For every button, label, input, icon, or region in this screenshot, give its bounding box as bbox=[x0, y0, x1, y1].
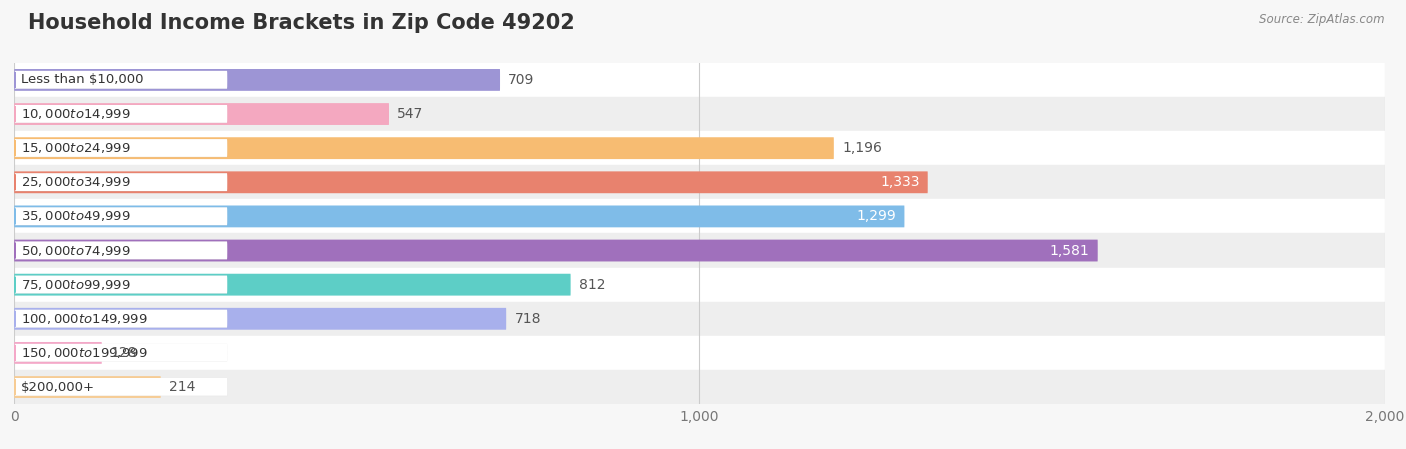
FancyBboxPatch shape bbox=[14, 172, 928, 193]
Text: $15,000 to $24,999: $15,000 to $24,999 bbox=[21, 141, 131, 155]
FancyBboxPatch shape bbox=[14, 240, 1098, 261]
FancyBboxPatch shape bbox=[14, 71, 228, 89]
FancyBboxPatch shape bbox=[14, 105, 228, 123]
Text: $25,000 to $34,999: $25,000 to $34,999 bbox=[21, 175, 131, 189]
FancyBboxPatch shape bbox=[14, 310, 228, 327]
FancyBboxPatch shape bbox=[14, 344, 228, 362]
FancyBboxPatch shape bbox=[14, 378, 228, 396]
Bar bbox=[14, 131, 1385, 165]
FancyBboxPatch shape bbox=[14, 242, 228, 260]
Bar bbox=[14, 233, 1385, 268]
FancyBboxPatch shape bbox=[14, 139, 228, 157]
FancyBboxPatch shape bbox=[14, 173, 228, 191]
FancyBboxPatch shape bbox=[14, 342, 101, 364]
Text: 1,299: 1,299 bbox=[856, 209, 896, 224]
Text: 1,333: 1,333 bbox=[880, 175, 920, 189]
FancyBboxPatch shape bbox=[14, 103, 389, 125]
FancyBboxPatch shape bbox=[14, 207, 228, 225]
Bar bbox=[14, 165, 1385, 199]
Text: 547: 547 bbox=[398, 107, 423, 121]
Bar bbox=[14, 336, 1385, 370]
Text: Household Income Brackets in Zip Code 49202: Household Income Brackets in Zip Code 49… bbox=[28, 13, 575, 34]
Text: 709: 709 bbox=[508, 73, 534, 87]
Bar bbox=[14, 268, 1385, 302]
Bar bbox=[14, 302, 1385, 336]
Text: 128: 128 bbox=[110, 346, 136, 360]
Bar bbox=[14, 63, 1385, 97]
FancyBboxPatch shape bbox=[14, 310, 228, 328]
Text: 718: 718 bbox=[515, 312, 541, 326]
FancyBboxPatch shape bbox=[14, 378, 228, 396]
FancyBboxPatch shape bbox=[14, 308, 506, 330]
Text: $75,000 to $99,999: $75,000 to $99,999 bbox=[21, 277, 131, 292]
Text: $100,000 to $149,999: $100,000 to $149,999 bbox=[21, 312, 148, 326]
FancyBboxPatch shape bbox=[14, 276, 228, 294]
FancyBboxPatch shape bbox=[14, 139, 228, 157]
FancyBboxPatch shape bbox=[14, 242, 228, 259]
FancyBboxPatch shape bbox=[14, 71, 228, 88]
FancyBboxPatch shape bbox=[14, 69, 501, 91]
Bar bbox=[14, 97, 1385, 131]
Text: 1,581: 1,581 bbox=[1050, 243, 1090, 258]
Bar bbox=[14, 199, 1385, 233]
FancyBboxPatch shape bbox=[14, 137, 834, 159]
Text: Less than $10,000: Less than $10,000 bbox=[21, 74, 143, 86]
Text: 1,196: 1,196 bbox=[842, 141, 882, 155]
FancyBboxPatch shape bbox=[14, 274, 571, 295]
Bar bbox=[14, 370, 1385, 404]
Text: $150,000 to $199,999: $150,000 to $199,999 bbox=[21, 346, 148, 360]
FancyBboxPatch shape bbox=[14, 173, 228, 191]
FancyBboxPatch shape bbox=[14, 206, 904, 227]
Text: Source: ZipAtlas.com: Source: ZipAtlas.com bbox=[1260, 13, 1385, 26]
Text: 812: 812 bbox=[579, 277, 606, 292]
Text: $50,000 to $74,999: $50,000 to $74,999 bbox=[21, 243, 131, 258]
FancyBboxPatch shape bbox=[14, 207, 228, 225]
Text: $35,000 to $49,999: $35,000 to $49,999 bbox=[21, 209, 131, 224]
FancyBboxPatch shape bbox=[14, 276, 228, 293]
FancyBboxPatch shape bbox=[14, 105, 228, 123]
FancyBboxPatch shape bbox=[14, 344, 228, 361]
FancyBboxPatch shape bbox=[14, 376, 160, 398]
Text: $200,000+: $200,000+ bbox=[21, 381, 94, 393]
Text: 214: 214 bbox=[169, 380, 195, 394]
Text: $10,000 to $14,999: $10,000 to $14,999 bbox=[21, 107, 131, 121]
